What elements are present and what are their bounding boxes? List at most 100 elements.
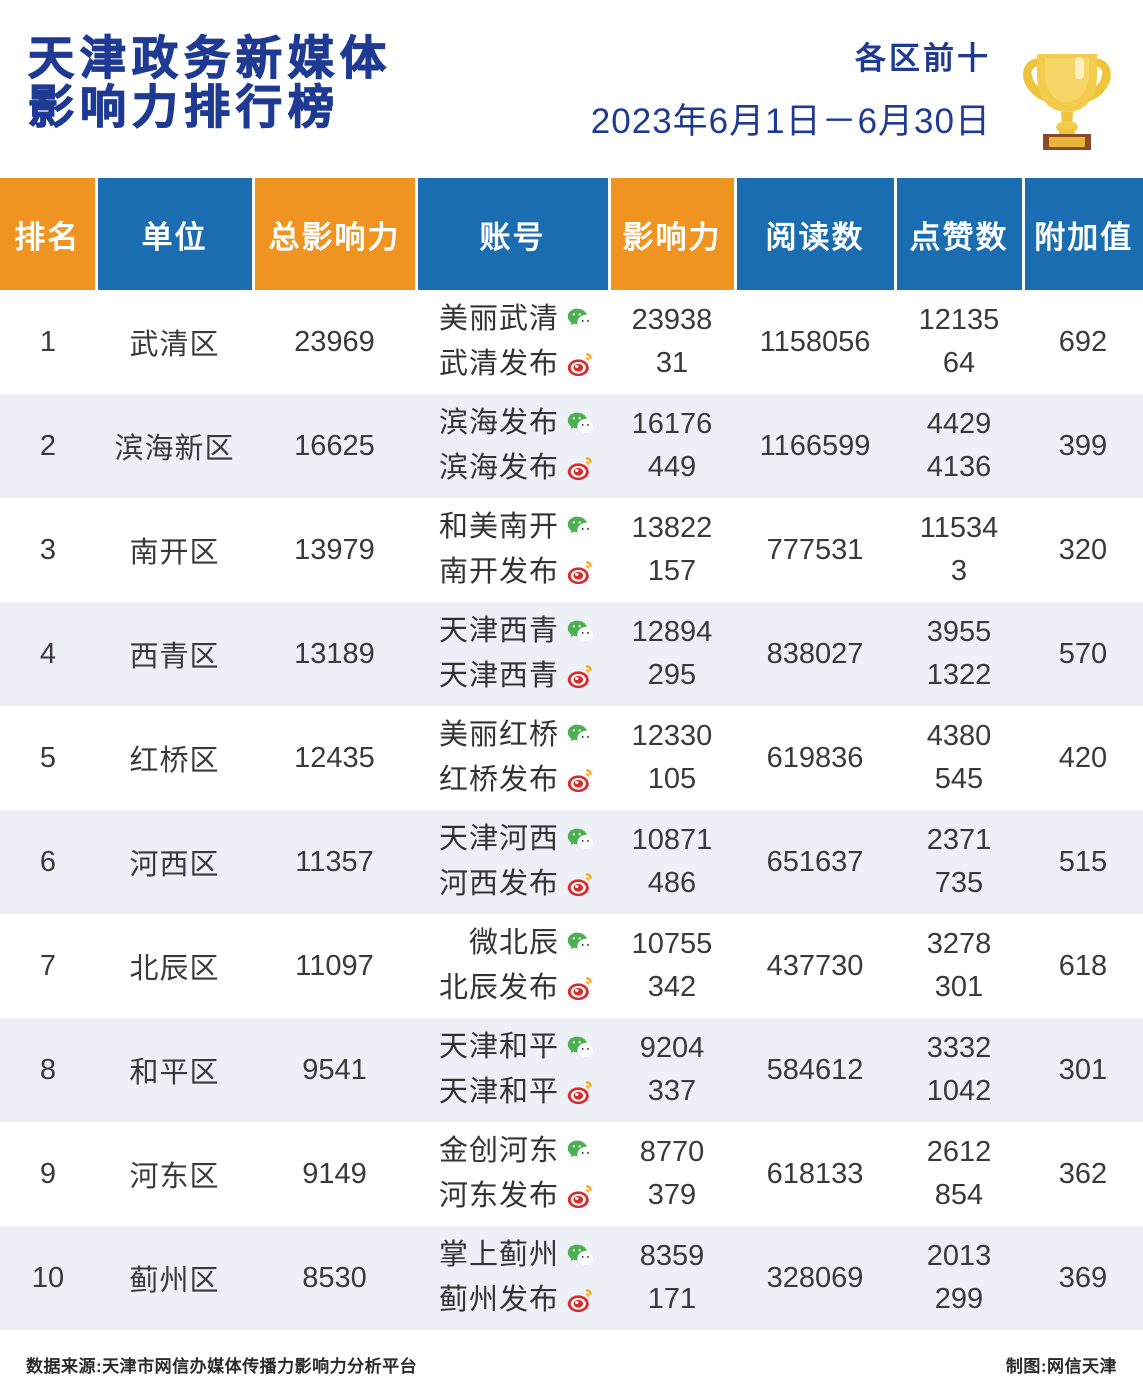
cell-rank: 10 xyxy=(0,1226,96,1330)
account-entry[interactable]: 北辰发布 xyxy=(439,974,595,1003)
weibo-icon xyxy=(567,353,592,377)
column-header-account[interactable]: 账号 xyxy=(416,178,611,290)
trophy-icon xyxy=(1011,32,1123,152)
column-header-unit[interactable]: 单位 xyxy=(96,178,255,290)
table-row[interactable]: 9 河东区 9149 金创河东 河东发布 8770 379 618133 2612 854 362 xyxy=(0,1122,1143,1226)
influence-wechat: 8770 xyxy=(639,1136,705,1168)
cell-likes: 11534 3 xyxy=(895,498,1023,602)
influence-weibo: 157 xyxy=(647,555,697,587)
account-entry[interactable]: 滨海发布 xyxy=(439,454,595,483)
influence-weibo: 295 xyxy=(647,659,697,691)
data-source-label: 数据来源:天津市网信办媒体传播力影响力分析平台 xyxy=(26,1357,418,1376)
likes-wechat: 4380 xyxy=(926,720,992,752)
column-header-total[interactable]: 总影响力 xyxy=(253,178,418,290)
account-entry[interactable]: 滨海发布 xyxy=(439,409,595,438)
account-entry[interactable]: 美丽武清 xyxy=(439,305,595,334)
cell-extra-value: 618 xyxy=(1023,914,1143,1018)
cell-likes: 2371 735 xyxy=(895,810,1023,914)
cell-influence: 23938 31 xyxy=(609,290,735,394)
cell-likes: 2013 299 xyxy=(895,1226,1023,1330)
cell-likes: 2612 854 xyxy=(895,1122,1023,1226)
account-entry[interactable]: 河东发布 xyxy=(439,1182,595,1211)
influence-weibo: 337 xyxy=(647,1075,697,1107)
account-name: 天津河西 xyxy=(438,823,559,855)
table-row[interactable]: 3 南开区 13979 和美南开 南开发布 13822 157 777531 11534 3 320 xyxy=(0,498,1143,602)
account-entry[interactable]: 天津西青 xyxy=(439,617,595,646)
likes-weibo: 64 xyxy=(942,347,976,379)
table-body: 1 武清区 23969 美丽武清 武清发布 23938 31 1158056 12135 64 69… xyxy=(0,290,1143,1330)
account-entry[interactable]: 天津和平 xyxy=(439,1033,595,1062)
account-entry[interactable]: 掌上蓟州 xyxy=(439,1241,595,1270)
cell-accounts: 天津和平 天津和平 xyxy=(416,1018,609,1122)
cell-rank: 2 xyxy=(0,394,96,498)
cell-reads: 838027 xyxy=(735,602,895,706)
account-entry[interactable]: 河西发布 xyxy=(439,870,595,899)
date-range-label: 2023年6月1日－6月30日 xyxy=(590,102,991,142)
ranking-table: 排名 单位 总影响力 账号 影响力 阅读数 点赞数 附加值 1 武清区 23969 美… xyxy=(0,178,1143,1330)
likes-weibo: 1042 xyxy=(926,1075,992,1107)
wechat-icon xyxy=(567,1244,594,1266)
cell-total-influence: 12435 xyxy=(253,706,416,810)
table-row[interactable]: 1 武清区 23969 美丽武清 武清发布 23938 31 1158056 12135 64 69… xyxy=(0,290,1143,394)
column-header-likes[interactable]: 点赞数 xyxy=(895,178,1025,290)
cell-extra-value: 369 xyxy=(1023,1226,1143,1330)
cell-extra-value: 420 xyxy=(1023,706,1143,810)
weibo-icon xyxy=(567,873,592,897)
account-entry[interactable]: 南开发布 xyxy=(439,558,595,587)
cell-total-influence: 9541 xyxy=(253,1018,416,1122)
account-name: 河东发布 xyxy=(438,1180,559,1212)
account-entry[interactable]: 天津西青 xyxy=(439,662,595,691)
column-header-rank[interactable]: 排名 xyxy=(0,178,98,290)
table-row[interactable]: 7 北辰区 11097 微北辰 北辰发布 10755 342 437730 3278 301 618 xyxy=(0,914,1143,1018)
likes-wechat: 4429 xyxy=(926,408,992,440)
cell-reads: 651637 xyxy=(735,810,895,914)
table-row[interactable]: 10 蓟州区 8530 掌上蓟州 蓟州发布 8359 171 328069 2013 299 369 xyxy=(0,1226,1143,1330)
influence-wechat: 9204 xyxy=(639,1032,705,1064)
table-row[interactable]: 4 西青区 13189 天津西青 天津西青 12894 295 838027 3955 1322 5… xyxy=(0,602,1143,706)
table-row[interactable]: 5 红桥区 12435 美丽红桥 红桥发布 12330 105 619836 4380 545 42… xyxy=(0,706,1143,810)
account-entry[interactable]: 天津和平 xyxy=(439,1078,595,1107)
cell-influence: 8359 171 xyxy=(609,1226,735,1330)
account-entry[interactable]: 蓟州发布 xyxy=(439,1286,595,1315)
column-header-reads[interactable]: 阅读数 xyxy=(735,178,897,290)
cell-total-influence: 13979 xyxy=(253,498,416,602)
account-name: 天津和平 xyxy=(438,1076,559,1108)
table-row[interactable]: 8 和平区 9541 天津和平 天津和平 9204 337 584612 3332 1042 301 xyxy=(0,1018,1143,1122)
influence-weibo: 105 xyxy=(647,763,697,795)
cell-unit: 北辰区 xyxy=(96,914,253,1018)
account-name: 和美南开 xyxy=(438,511,559,543)
header-subtitle-block: 各区前十 2023年6月1日－6月30日 xyxy=(591,40,991,144)
column-header-extra[interactable]: 附加值 xyxy=(1023,178,1143,290)
cell-unit: 河东区 xyxy=(96,1122,253,1226)
influence-wechat: 16176 xyxy=(631,408,713,440)
cell-extra-value: 362 xyxy=(1023,1122,1143,1226)
account-entry[interactable]: 和美南开 xyxy=(439,513,595,542)
credit-label: 制图:网信天津 xyxy=(1005,1357,1117,1376)
account-name: 天津西青 xyxy=(438,660,559,692)
weibo-icon xyxy=(567,1289,592,1313)
table-header-row: 排名 单位 总影响力 账号 影响力 阅读数 点赞数 附加值 xyxy=(0,178,1143,290)
table-row[interactable]: 6 河西区 11357 天津河西 河西发布 10871 486 651637 2371 735 51… xyxy=(0,810,1143,914)
table-row[interactable]: 2 滨海新区 16625 滨海发布 滨海发布 16176 449 1166599 4429 413… xyxy=(0,394,1143,498)
account-entry[interactable]: 武清发布 xyxy=(439,350,595,379)
account-entry[interactable]: 金创河东 xyxy=(439,1137,595,1166)
influence-weibo: 171 xyxy=(647,1283,697,1315)
cell-rank: 3 xyxy=(0,498,96,602)
wechat-icon xyxy=(567,1140,594,1162)
column-header-influence[interactable]: 影响力 xyxy=(609,178,737,290)
page-title-line-1: 天津政务新媒体 xyxy=(27,32,392,84)
account-entry[interactable]: 红桥发布 xyxy=(439,766,595,795)
cell-rank: 7 xyxy=(0,914,96,1018)
likes-wechat: 3332 xyxy=(926,1032,992,1064)
account-entry[interactable]: 美丽红桥 xyxy=(439,721,595,750)
cell-accounts: 金创河东 河东发布 xyxy=(416,1122,609,1226)
cell-influence: 10755 342 xyxy=(609,914,735,1018)
cell-rank: 9 xyxy=(0,1122,96,1226)
account-entry[interactable]: 微北辰 xyxy=(469,929,595,958)
cell-unit: 蓟州区 xyxy=(96,1226,253,1330)
cell-reads: 328069 xyxy=(735,1226,895,1330)
cell-influence: 12330 105 xyxy=(609,706,735,810)
likes-wechat: 2013 xyxy=(926,1240,992,1272)
cell-accounts: 美丽红桥 红桥发布 xyxy=(416,706,609,810)
account-entry[interactable]: 天津河西 xyxy=(439,825,595,854)
